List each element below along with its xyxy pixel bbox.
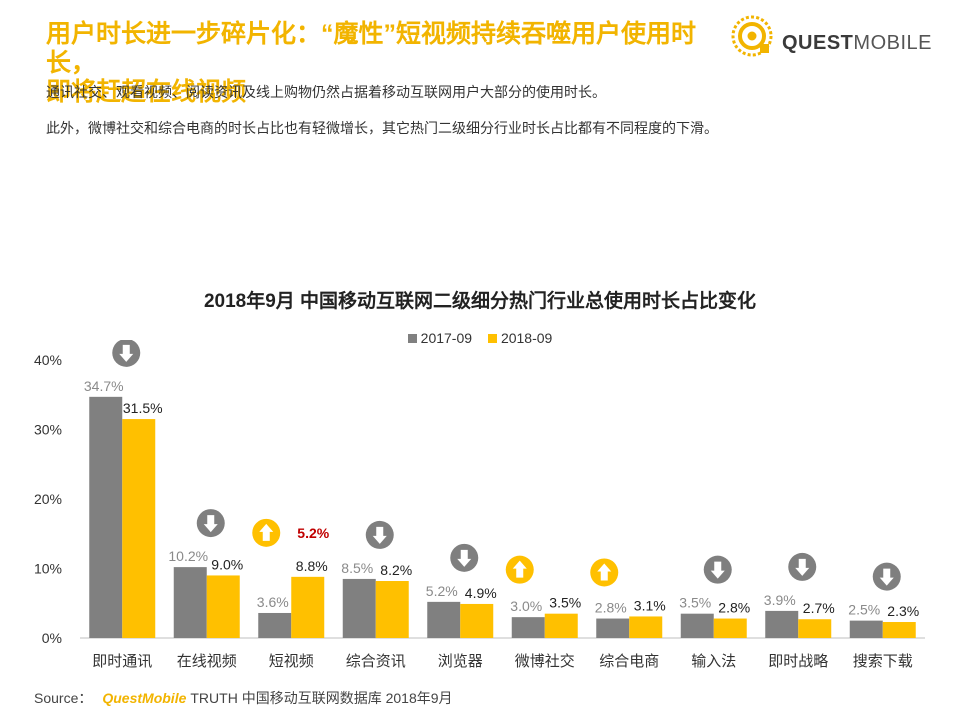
bar-2017 (258, 612, 292, 638)
x-tick-label: 即时通讯 (92, 653, 152, 670)
x-tick-label: 浏览器 (438, 653, 483, 670)
legend-item-2018: 2018-09 (487, 330, 553, 346)
source-label: Source： (34, 690, 93, 706)
bar-2017 (596, 618, 630, 638)
data-label-2017: 2.8% (595, 600, 627, 616)
bar-2017 (89, 396, 123, 638)
legend-item-2017: 2017-09 (407, 330, 473, 346)
bar-2017 (680, 613, 714, 638)
data-label-2017: 3.9% (764, 592, 796, 608)
data-label-2018: 2.8% (718, 600, 750, 616)
bar-2018 (291, 576, 325, 638)
chart-title: 2018年9月 中国移动互联网二级细分热门行业总使用时长占比变化 (203, 291, 757, 312)
source-line: Source： QuestMobile TRUTH 中国移动互联网数据库 2018年… (34, 688, 453, 708)
bar-2018 (544, 613, 578, 638)
bar-2018 (206, 575, 240, 638)
legend-swatch-2018 (487, 334, 497, 343)
legend-swatch-2017 (407, 334, 417, 343)
data-label-2017: 5.2% (426, 583, 458, 599)
logo-text: QUESTMOBILE (782, 32, 932, 55)
arrow-down-glyph (119, 344, 134, 362)
logo-text-quest: QUEST (782, 32, 854, 54)
annotation-label: 5.2% (297, 525, 329, 541)
data-label-2018: 3.1% (634, 597, 666, 613)
bar-2018 (460, 603, 494, 638)
y-tick-label: 10% (34, 561, 62, 577)
bar-2017 (511, 617, 545, 638)
bar-2018 (713, 618, 747, 638)
x-tick-label: 微博社交 (515, 652, 575, 670)
chart-legend: 2017-09 2018-09 (0, 330, 960, 346)
data-label-2018: 3.5% (549, 595, 581, 611)
bar-2018 (882, 622, 916, 638)
data-label-2018: 2.3% (887, 603, 919, 619)
legend-label-2017: 2017-09 (420, 330, 473, 346)
x-tick-label: 输入法 (691, 653, 736, 670)
data-label-2017: 34.7% (84, 378, 124, 394)
questmobile-logo: QUESTMOBILE (728, 12, 931, 62)
source-brand: QuestMobile (102, 690, 187, 706)
y-tick-label: 30% (34, 422, 62, 438)
logo-text-mobile: MOBILE (853, 32, 932, 54)
data-label-2018: 8.8% (296, 558, 328, 574)
arrow-up-glyph (512, 560, 527, 578)
logo-icon (731, 15, 773, 57)
arrow-down-glyph (879, 568, 894, 586)
y-tick-label: 40% (34, 352, 62, 368)
bar-2018 (629, 616, 663, 638)
y-tick-label: 20% (34, 491, 62, 507)
bar-2017 (849, 620, 883, 638)
x-tick-label: 即时战略 (768, 653, 828, 670)
x-tick-label: 在线视频 (177, 653, 237, 670)
data-label-2018: 2.7% (803, 600, 835, 616)
bar-2017 (173, 567, 207, 638)
x-tick-label: 短视频 (269, 653, 314, 670)
bar-2017 (342, 578, 376, 638)
data-label-2018: 31.5% (123, 400, 163, 416)
bar-chart: 0% 10% 20% 30% 40% 34.7% 31.5% 即时通讯 10.2%9.0% 在线视… (34, 340, 925, 670)
bar-2017 (765, 610, 799, 638)
data-label-2018: 4.9% (465, 585, 497, 601)
bar-2018 (122, 419, 156, 638)
arrow-down-glyph (457, 549, 472, 567)
x-tick-label: 搜索下载 (853, 653, 913, 670)
data-label-2017: 8.5% (341, 560, 373, 576)
arrow-up-glyph (259, 523, 274, 541)
bar-2018 (375, 581, 409, 638)
data-label-2018: 8.2% (380, 562, 412, 578)
intro-paragraph-2: 此外，微博社交和综合电商的时长占比也有轻微增长，其它热门二级细分行业时长占比都有… (46, 120, 718, 136)
x-tick-label: 综合资讯 (346, 653, 406, 670)
data-label-2017: 3.5% (679, 595, 711, 611)
intro-paragraph-1: 通讯社交、观看视频、阅读资讯及线上购物仍然占据着移动互联网用户大部分的使用时长。 (46, 84, 606, 100)
arrow-down-glyph (710, 561, 725, 579)
arrow-down-glyph (795, 558, 810, 576)
data-label-2017: 3.0% (510, 598, 542, 614)
source-text: TRUTH 中国移动互联网数据库 2018年9月 (190, 690, 453, 706)
bar-2018 (798, 619, 832, 638)
title-line-2: 即将赶超在线视频 (46, 78, 247, 106)
x-tick-label: 综合电商 (599, 653, 659, 670)
legend-label-2018: 2018-09 (500, 330, 553, 346)
data-label-2018: 9.0% (211, 556, 243, 572)
arrow-down-glyph (372, 526, 387, 544)
data-label-2017: 2.5% (848, 602, 880, 618)
title-line-1: 用户时长进一步碎片化：“魔性”短视频持续吞噬用户使用时长， (46, 20, 697, 77)
data-label-2017: 10.2% (168, 548, 208, 564)
page-title: 用户时长进一步碎片化：“魔性”短视频持续吞噬用户使用时长， 即将赶超在线视频 (46, 20, 726, 107)
bar-2017 (427, 601, 461, 638)
y-tick-label: 0% (42, 630, 62, 646)
arrow-up-glyph (597, 563, 612, 581)
arrow-down-glyph (203, 515, 218, 533)
data-label-2017: 3.6% (257, 594, 289, 610)
